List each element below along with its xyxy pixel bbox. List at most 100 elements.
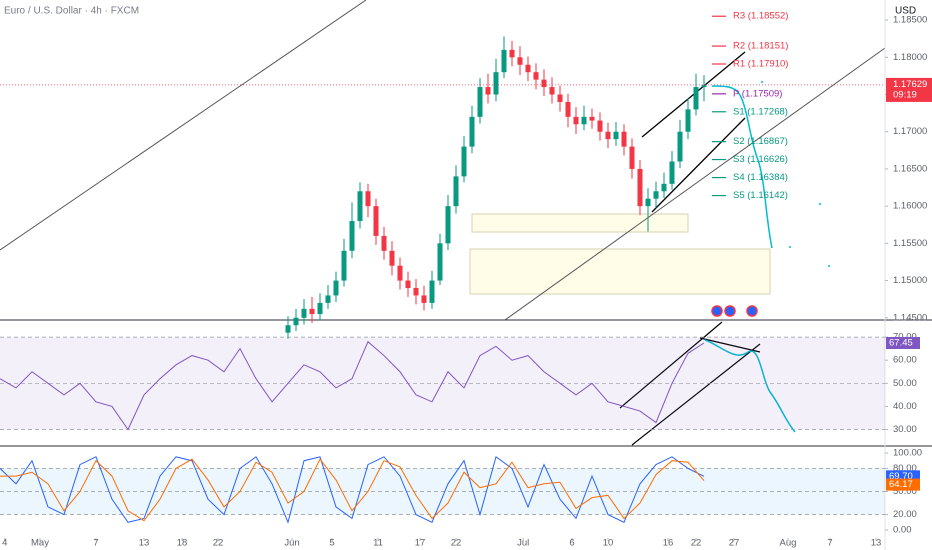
zone xyxy=(471,213,689,233)
y-tick-label: 100.00 xyxy=(893,448,922,459)
y-tick-label: 50.00 xyxy=(893,378,917,389)
trend-line xyxy=(699,337,761,353)
candle-body xyxy=(421,295,427,303)
candle-body xyxy=(701,84,707,88)
y-tick-label: 1.16000 xyxy=(893,201,927,212)
value-label: 67.45 xyxy=(889,338,913,349)
last-price-label: 1.17629 xyxy=(893,79,927,90)
y-tick-label: 0.00 xyxy=(893,525,912,536)
pivot-label: S4 (1.16384) xyxy=(733,172,788,183)
candle-body xyxy=(373,206,379,236)
dot xyxy=(761,81,763,83)
candle-body xyxy=(589,116,595,121)
x-tick-label: 22 xyxy=(213,538,224,549)
candle-body xyxy=(669,161,675,184)
value-label: 69.70 xyxy=(889,471,913,482)
x-tick-label: 13 xyxy=(139,538,150,549)
y-tick-label: 1.16500 xyxy=(893,163,927,174)
candle-body xyxy=(453,176,459,207)
candle-body xyxy=(325,295,331,303)
candle-body xyxy=(445,206,451,244)
candle-body xyxy=(637,168,643,207)
candle-body xyxy=(349,221,355,251)
x-tick-label: 5 xyxy=(329,538,334,549)
dot xyxy=(819,203,821,205)
candle-body xyxy=(517,57,523,65)
drawings xyxy=(0,0,886,446)
candle-body xyxy=(405,280,411,288)
candle-body xyxy=(333,280,339,296)
candle-body xyxy=(605,131,611,140)
projection xyxy=(704,339,796,433)
pivot-label: P (1.17509) xyxy=(733,88,782,99)
x-tick-label: 22 xyxy=(451,538,462,549)
pivot-label: R3 (1.18552) xyxy=(733,11,788,22)
x-tick-label: Jul xyxy=(517,538,529,549)
x-tick-label: May xyxy=(31,538,49,549)
candle-body xyxy=(293,317,299,326)
candle-body xyxy=(597,120,603,132)
candle-body xyxy=(549,87,555,95)
candle-body xyxy=(469,116,475,147)
x-tick-label: 18 xyxy=(177,538,188,549)
projection xyxy=(711,85,773,249)
indicator-line xyxy=(0,340,705,431)
candle-body xyxy=(613,131,619,140)
x-tick-label: Jun xyxy=(284,538,299,549)
x-tick-label: Aug xyxy=(780,538,797,549)
pivot-label: R2 (1.18151) xyxy=(733,41,788,52)
candle-body xyxy=(533,72,539,80)
y-tick-label: 80.00 xyxy=(893,463,917,474)
x-tick-label: 17 xyxy=(415,538,426,549)
trend-line xyxy=(619,321,723,409)
x-tick-label: 4 xyxy=(2,538,7,549)
y-tick-label: 60.00 xyxy=(893,355,917,366)
candle-body xyxy=(381,235,387,251)
candle-body xyxy=(557,94,563,102)
candle-body xyxy=(621,131,627,147)
candle-body xyxy=(485,87,491,95)
dot xyxy=(828,265,830,267)
x-tick-label: 13 xyxy=(871,538,882,549)
candle-body xyxy=(365,191,371,207)
pivot-label: R1 (1.17910) xyxy=(733,59,788,70)
pivot-label: S1 (1.17268) xyxy=(733,106,788,117)
y-tick-label: 1.15500 xyxy=(893,238,927,249)
candle-body xyxy=(493,72,499,95)
x-tick-label: 7 xyxy=(827,538,832,549)
x-tick-label: 10 xyxy=(603,538,614,549)
candle-body xyxy=(461,146,467,177)
candle-body xyxy=(693,87,699,110)
candle-body xyxy=(565,101,571,117)
y-tick-label: 50.00 xyxy=(893,486,917,497)
candle-body xyxy=(509,49,515,58)
event-icon[interactable] xyxy=(724,305,736,317)
event-icon[interactable] xyxy=(746,305,758,317)
trend-line xyxy=(504,47,886,321)
indicator-line xyxy=(0,456,705,524)
zone xyxy=(469,248,771,295)
candle-body xyxy=(357,191,363,222)
candle-body xyxy=(317,302,323,315)
last-price-box xyxy=(886,77,932,102)
candle-body xyxy=(301,308,307,318)
y-tick-label: 1.18000 xyxy=(893,52,927,63)
candle-body xyxy=(501,49,507,73)
candle-body xyxy=(341,250,347,281)
value-box xyxy=(886,336,920,349)
candle-body xyxy=(645,198,651,207)
chart-title: Euro / U.S. Dollar · 4h · FXCM xyxy=(4,6,139,17)
y-tick-label: 1.14500 xyxy=(893,312,927,323)
candle-body xyxy=(477,87,483,117)
candle-body xyxy=(397,265,403,281)
countdown-label: 09:19 xyxy=(893,89,917,100)
y-tick-label: 1.18500 xyxy=(893,15,927,26)
candle-body xyxy=(573,116,579,125)
y-tick-label: 30.00 xyxy=(893,424,917,435)
event-icon[interactable] xyxy=(711,305,723,317)
y-tick-label: 1.15000 xyxy=(893,275,927,286)
pivot-label: S3 (1.16626) xyxy=(733,154,788,165)
x-tick-label: 22 xyxy=(691,538,702,549)
